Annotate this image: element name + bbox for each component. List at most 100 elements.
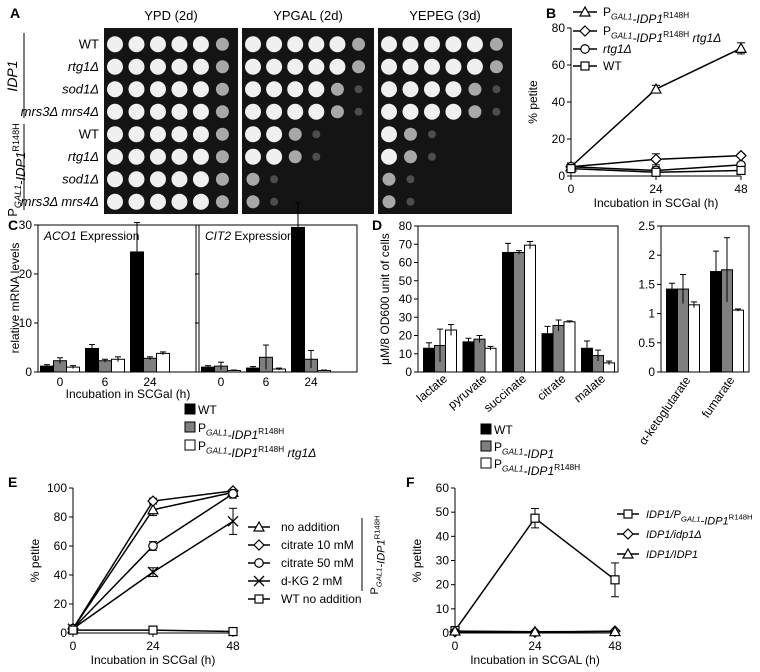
label-part: R148H [258, 426, 284, 436]
y-tick-label: 20 [552, 132, 566, 146]
yeast-spot [329, 36, 346, 53]
yeast-spot [423, 36, 440, 53]
series-line [454, 517, 616, 632]
y-tick-label: 0 [405, 365, 412, 379]
y-tick-label: 1.5 [638, 277, 655, 291]
legend-label: citrate 50 mM [281, 556, 354, 570]
yeast-spot [270, 175, 279, 184]
y-tick-label: 0 [648, 365, 655, 379]
yeast-spot [171, 126, 188, 143]
yeast-spot [466, 58, 483, 75]
plot-frame [660, 225, 750, 373]
chart-c-mrna-expression: 0 10 20 30 0 6 24 ACO1 Expression 0 6 24 CIT2 Expre… [8, 202, 358, 460]
label-part: WT [603, 59, 622, 73]
y-tick-label: 50 [399, 274, 413, 288]
yeast-spot [402, 36, 419, 53]
yeast-spot [382, 172, 396, 186]
yeast-spot [107, 148, 123, 165]
label-part: rtg1Δ [284, 446, 316, 460]
y-tick-label: 40 [399, 292, 413, 306]
yeast-spot [381, 103, 397, 120]
x-tick-label: 24 [143, 375, 157, 389]
legend-label: PGAL1-IDP1R148H [603, 5, 689, 26]
legend-label: PGAL1-IDP1R148H [494, 457, 580, 478]
yeast-spot [192, 171, 209, 188]
label-part: GAL1 [374, 568, 383, 588]
legend-swatch [184, 403, 196, 415]
bar [688, 304, 700, 373]
x-tick-label: 0 [568, 182, 575, 196]
strain-label: mrs3Δ mrs4Δ [21, 194, 99, 209]
x-tick-label: malate [571, 371, 608, 405]
yeast-spot [266, 126, 283, 143]
label-part: GAL1 [611, 12, 632, 22]
yeast-spot [149, 81, 166, 98]
triangle-marker [608, 625, 622, 637]
group-label-idp1: IDP1 [4, 60, 20, 91]
yeast-spot [352, 60, 366, 74]
label-part: GAL1 [13, 185, 23, 208]
legend-label: IDP1/PGAL1-IDP1R148H [646, 509, 753, 528]
legend-swatch [480, 423, 492, 435]
bracket-label: PGAL1-IDP1R148H [369, 515, 388, 594]
yeast-spot [107, 81, 123, 98]
yeast-spot [107, 36, 123, 53]
x-tick-label: lactate [414, 371, 450, 405]
yeast-spot [215, 195, 229, 209]
diamond-marker [622, 528, 634, 540]
x-tick-label: 24 [304, 375, 318, 389]
square-marker [68, 625, 78, 635]
panel-label-d: D [372, 217, 382, 233]
x-marker [147, 566, 159, 578]
y-tick-label: 20 [399, 329, 413, 343]
yeast-spot [245, 103, 261, 120]
title-rest: Expression [231, 229, 294, 243]
triangle-marker [621, 547, 635, 559]
circle-marker [148, 541, 158, 551]
x-marker [253, 575, 265, 587]
strain-label: sod1Δ [62, 81, 99, 96]
triangle-marker [448, 624, 462, 636]
y-tick-label: 30 [436, 554, 450, 568]
diamond-marker [650, 153, 662, 166]
yeast-spot [215, 150, 229, 164]
yeast-spot [381, 36, 397, 53]
yeast-spot [406, 197, 415, 206]
title-gene: ACO1 [43, 229, 77, 243]
yeast-spot [381, 58, 397, 75]
label-part: IDP1/P [646, 509, 682, 521]
panel-label-b: B [546, 5, 556, 21]
yeast-spot [270, 197, 279, 206]
y-axis-label: relative mRNA levels [8, 243, 22, 354]
yeast-spot [171, 81, 188, 98]
yeast-spot [171, 148, 188, 165]
bar [524, 244, 536, 373]
legend-label: WT [198, 403, 217, 417]
yeast-spot [266, 36, 283, 53]
label-part: IDP1/idp1Δ [646, 529, 702, 541]
legend-label: WT [494, 423, 513, 437]
yeast-spot [354, 85, 363, 94]
subplot-title: CIT2 Expression [205, 229, 294, 243]
yeast-spot [192, 58, 209, 75]
square-marker [651, 167, 661, 177]
panel-label-a: A [10, 5, 20, 21]
yeast-spot [171, 103, 188, 120]
yeast-spot [330, 105, 344, 119]
bar [473, 338, 486, 373]
yeast-spot [149, 148, 166, 165]
bar [666, 288, 678, 373]
yeast-spot [128, 81, 145, 98]
triangle-marker [528, 625, 542, 637]
circle-marker [580, 44, 590, 54]
yeast-spot [266, 58, 283, 75]
square-marker [580, 61, 590, 71]
diamond-marker [735, 149, 747, 162]
yeast-spot [489, 60, 503, 74]
y-tick-label: 10 [436, 602, 450, 616]
yeast-spot [246, 195, 260, 209]
y-tick-label: 80 [552, 21, 566, 35]
legend-swatch [480, 440, 492, 452]
yeast-spot [492, 85, 501, 94]
x-tick-label: 24 [528, 639, 542, 653]
